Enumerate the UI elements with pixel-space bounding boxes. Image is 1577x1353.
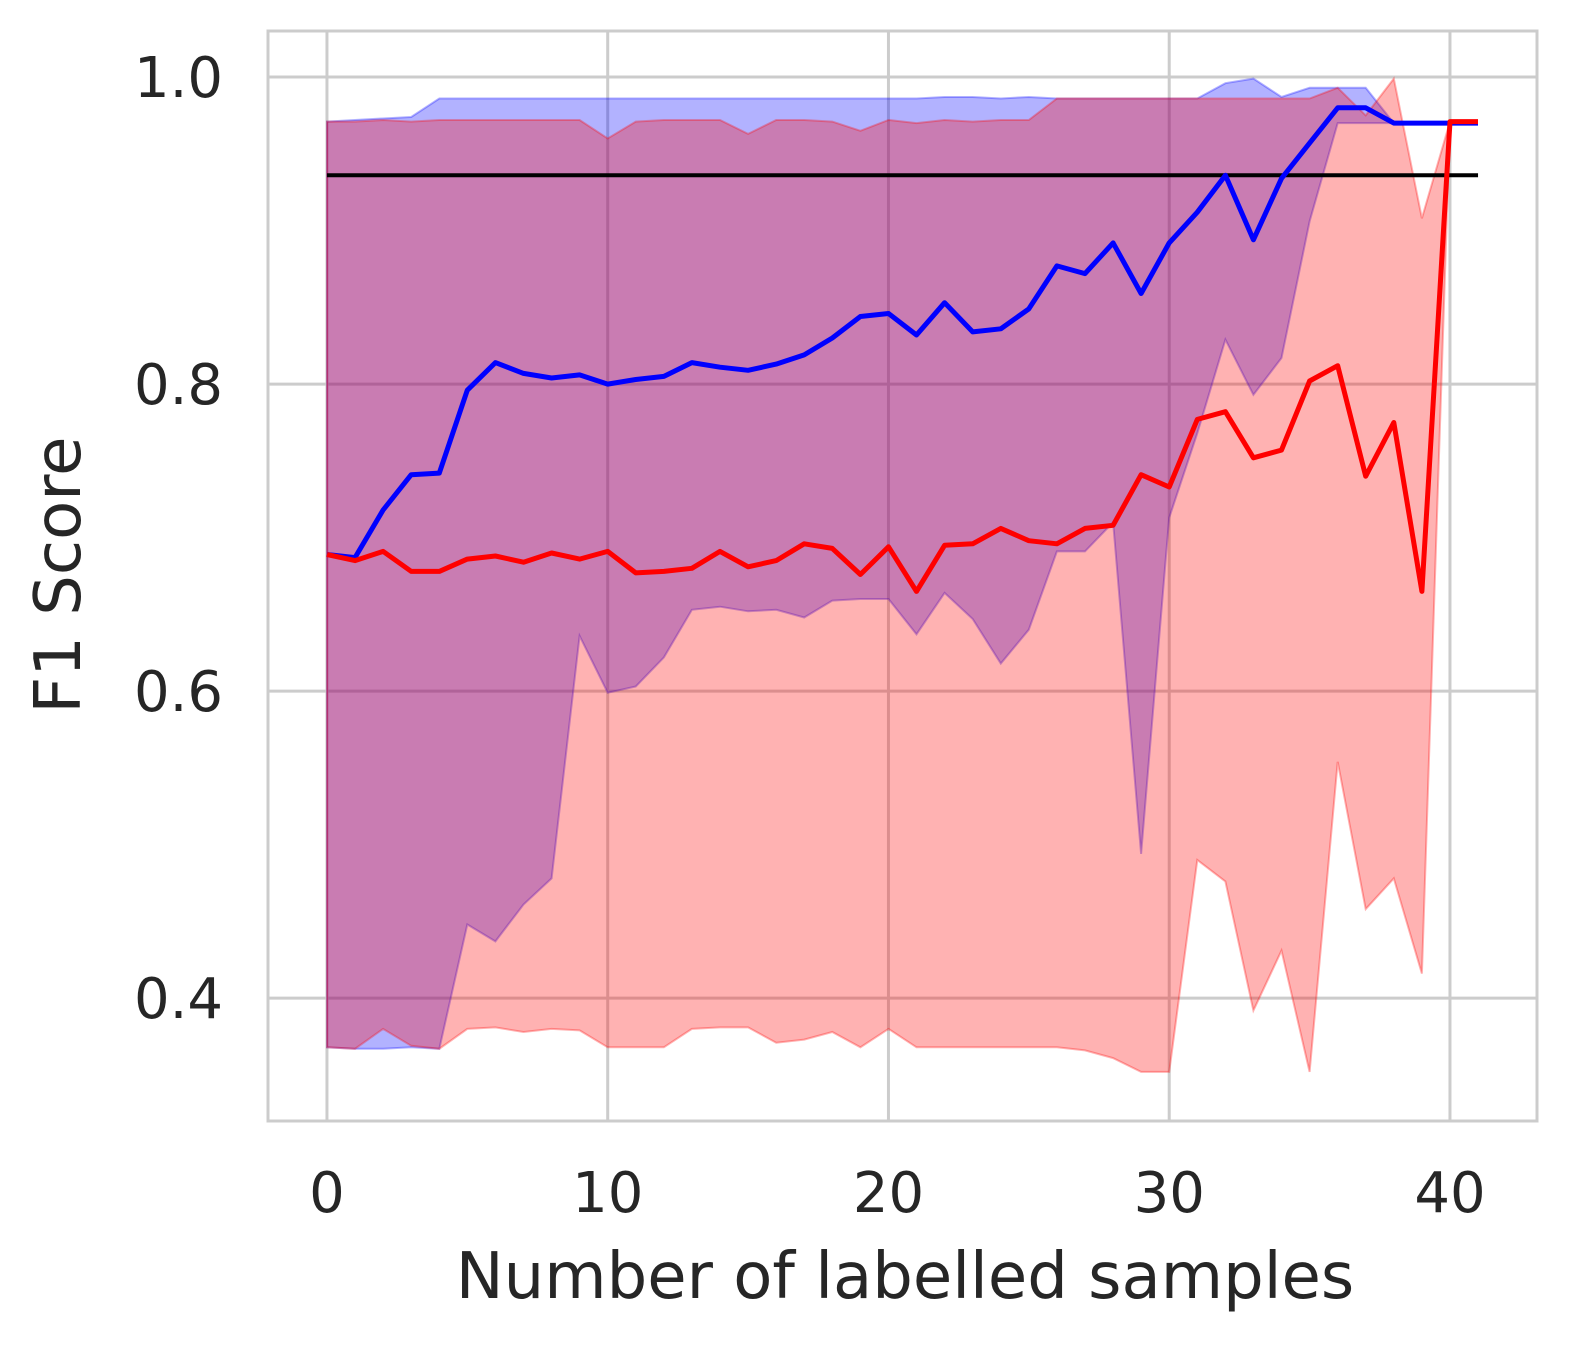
x-tick-label: 20 bbox=[853, 1161, 924, 1226]
plot-frame bbox=[266, 29, 1539, 1123]
y-tick-label: 1.0 bbox=[134, 46, 223, 111]
confidence-bands bbox=[326, 76, 1478, 1073]
red-band bbox=[326, 76, 1478, 1073]
series-lines bbox=[326, 105, 1479, 594]
x-tick-label: 0 bbox=[309, 1161, 345, 1226]
y-tick-label: 0.4 bbox=[134, 967, 223, 1032]
y-tick-label: 0.8 bbox=[134, 353, 223, 418]
blue-mean-line bbox=[326, 105, 1478, 561]
x-tick-label: 40 bbox=[1414, 1161, 1485, 1226]
x-axis-label: Number of labelled samples bbox=[456, 1240, 1354, 1314]
red-mean-line bbox=[326, 119, 1478, 594]
x-tick-label: 10 bbox=[572, 1161, 643, 1226]
y-axis-label: F1 Score bbox=[22, 436, 96, 713]
grid bbox=[268, 31, 1537, 1121]
y-tick-label: 0.6 bbox=[134, 660, 223, 725]
x-tick-label: 30 bbox=[1134, 1161, 1205, 1226]
tick-labels: 0 10 20 30 40 0.4 0.6 0.8 1.0 bbox=[134, 46, 1486, 1226]
